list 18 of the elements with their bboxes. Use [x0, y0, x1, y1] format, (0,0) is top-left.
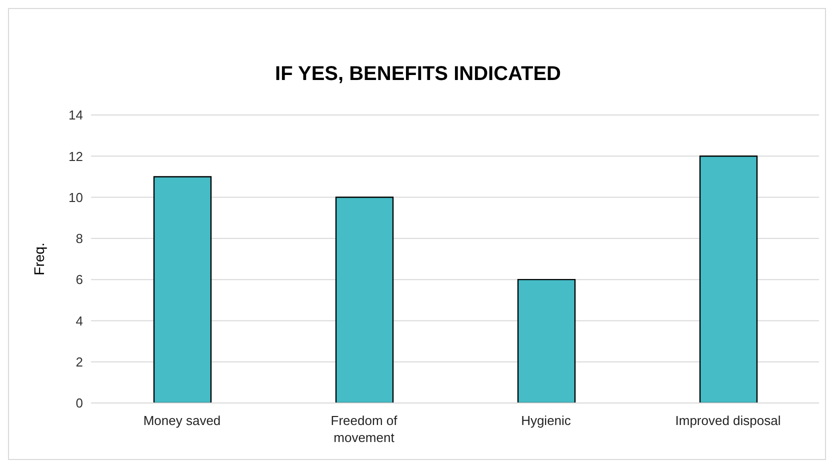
x-tick-label: Freedom of movement: [330, 413, 398, 445]
bar: [153, 176, 212, 403]
y-tick-label: 6: [76, 272, 83, 288]
y-tick-label: 14: [68, 108, 83, 123]
y-tick-label: 10: [68, 190, 83, 205]
y-tick-label: 12: [68, 148, 83, 164]
y-tick-label: 4: [76, 313, 83, 328]
y-axis-title: Freq.: [30, 242, 47, 276]
x-tick-label: Improved disposal: [675, 413, 781, 428]
x-tick-label: Hygienic: [521, 413, 572, 428]
chart-title: IF YES, BENEFITS INDICATED: [274, 63, 562, 86]
bar: [699, 156, 758, 403]
bar: [335, 196, 394, 403]
bar: [517, 278, 576, 403]
y-tick-label: 8: [76, 231, 83, 246]
y-tick-label: 2: [76, 354, 83, 370]
y-tick-label: 0: [76, 396, 83, 411]
x-tick-label: Money saved: [143, 413, 221, 428]
